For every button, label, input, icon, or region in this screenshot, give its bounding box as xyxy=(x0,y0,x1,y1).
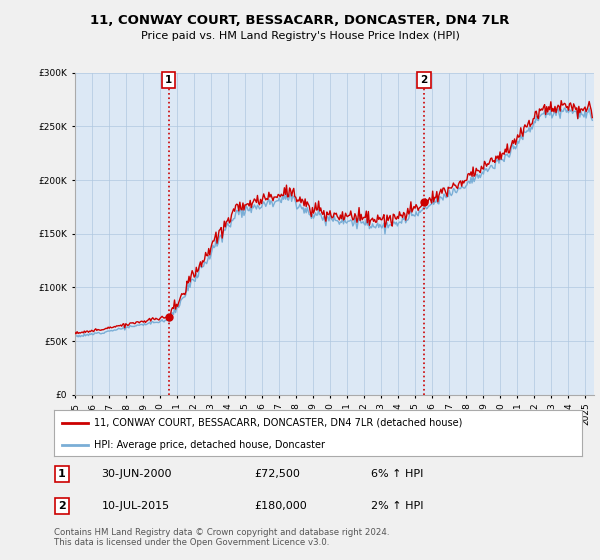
Text: 1: 1 xyxy=(165,75,172,85)
Text: 6% ↑ HPI: 6% ↑ HPI xyxy=(371,469,423,479)
Text: 11, CONWAY COURT, BESSACARR, DONCASTER, DN4 7LR (detached house): 11, CONWAY COURT, BESSACARR, DONCASTER, … xyxy=(94,418,462,428)
Text: 2% ↑ HPI: 2% ↑ HPI xyxy=(371,501,424,511)
Text: 11, CONWAY COURT, BESSACARR, DONCASTER, DN4 7LR: 11, CONWAY COURT, BESSACARR, DONCASTER, … xyxy=(91,14,509,27)
Text: 10-JUL-2015: 10-JUL-2015 xyxy=(101,501,170,511)
Text: 2: 2 xyxy=(421,75,428,85)
Text: 1: 1 xyxy=(58,469,66,479)
Text: HPI: Average price, detached house, Doncaster: HPI: Average price, detached house, Donc… xyxy=(94,440,325,450)
Text: £72,500: £72,500 xyxy=(254,469,301,479)
Text: Price paid vs. HM Land Registry's House Price Index (HPI): Price paid vs. HM Land Registry's House … xyxy=(140,31,460,41)
Text: 2: 2 xyxy=(58,501,66,511)
Text: 30-JUN-2000: 30-JUN-2000 xyxy=(101,469,172,479)
Text: Contains HM Land Registry data © Crown copyright and database right 2024.
This d: Contains HM Land Registry data © Crown c… xyxy=(54,528,389,547)
Text: £180,000: £180,000 xyxy=(254,501,307,511)
